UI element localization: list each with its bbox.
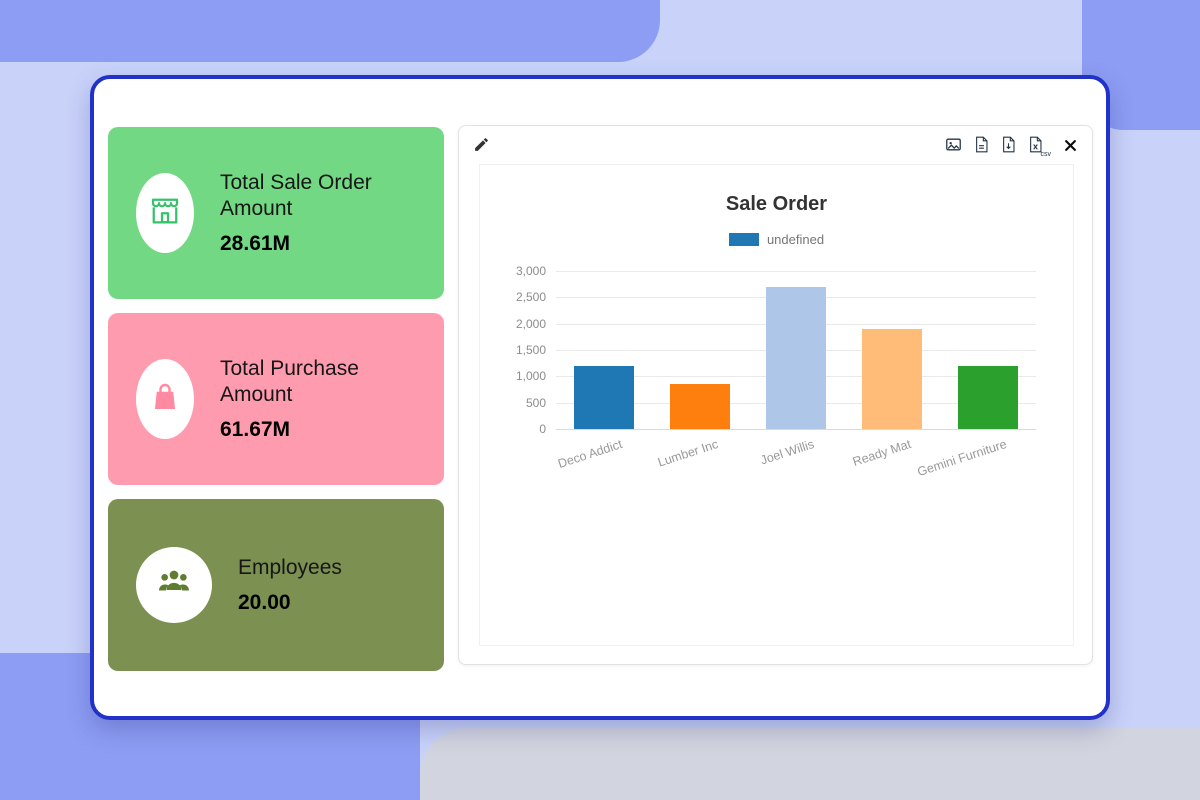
edit-widget-button[interactable] <box>473 136 490 156</box>
kpi-icon-bubble <box>136 547 212 623</box>
chart-legend[interactable]: undefined <box>480 232 1073 247</box>
export-image-button[interactable] <box>945 136 962 156</box>
chart-plot: 0 500 1,000 1,500 2,000 2,500 3,000 Deco Addict… <box>516 264 1036 479</box>
gridline <box>556 429 1036 430</box>
background-shape-top-left <box>0 0 660 62</box>
close-widget-button[interactable] <box>1063 138 1078 156</box>
export-pdf-button[interactable] <box>974 136 989 156</box>
gridline <box>556 271 1036 272</box>
bar-ready-mat[interactable] <box>862 328 922 429</box>
pdf-export-icon <box>974 136 989 156</box>
y-axis-tick: 3,000 <box>515 264 546 278</box>
store-icon <box>147 193 183 234</box>
image-export-icon <box>945 136 962 156</box>
kpi-card-total-sale-order[interactable]: Total Sale Order Amount 28.61M <box>108 127 444 299</box>
y-axis-tick: 2,000 <box>515 316 546 331</box>
x-axis-label: Joel Willis <box>759 437 817 468</box>
kpi-value: 20.00 <box>238 591 291 615</box>
close-icon <box>1063 138 1078 156</box>
kpi-card-employees[interactable]: Employees 20.00 <box>108 499 444 671</box>
bar-lumber-inc[interactable] <box>670 384 730 429</box>
chart-canvas: Sale Order undefined 0 500 1,000 1,500 2,000… <box>479 164 1074 646</box>
bar-deco-addict[interactable] <box>574 365 634 429</box>
y-axis-tick: 2,500 <box>515 290 546 305</box>
xls-export-icon <box>1028 136 1043 156</box>
export-doc-button[interactable] <box>1001 136 1016 156</box>
kpi-card-total-purchase[interactable]: Total Purchase Amount 61.67M <box>108 313 444 485</box>
x-axis-label: Deco Addict <box>556 437 625 471</box>
kpi-value: 28.61M <box>220 232 291 256</box>
background-shape-bottom-right <box>420 728 1200 800</box>
kpi-title: Total Purchase Amount <box>220 356 359 406</box>
x-axis-label: Ready Mat <box>850 437 913 469</box>
kpi-icon-bubble <box>136 359 194 439</box>
legend-swatch <box>728 233 759 246</box>
shopping-bag-icon <box>147 379 183 420</box>
kpi-icon-bubble <box>136 173 194 253</box>
x-axis-label: Lumber Inc <box>656 437 721 470</box>
legend-label: undefined <box>766 232 825 247</box>
users-icon <box>154 563 194 608</box>
doc-export-icon <box>1001 136 1016 156</box>
chart-widget: csv Sale Order undefined <box>458 125 1093 665</box>
csv-label: csv <box>1040 151 1052 158</box>
bar-gemini-furniture[interactable] <box>958 365 1018 429</box>
y-axis-tick: 1,500 <box>515 343 546 357</box>
kpi-title: Employees <box>238 555 342 579</box>
bar-joel-willis[interactable] <box>766 286 826 429</box>
chart-widget-toolbar: csv <box>459 126 1092 160</box>
kpi-value: 61.67M <box>220 418 291 442</box>
y-axis-tick: 0 <box>539 422 546 436</box>
kpi-card-list: Total Sale Order Amount 28.61M Total Pur… <box>108 127 444 671</box>
kpi-title: Total Sale Order Amount <box>220 170 372 220</box>
export-xls-button[interactable]: csv <box>1028 136 1052 158</box>
x-axis-label: Gemini Furniture <box>915 437 1009 480</box>
y-axis-tick: 1,000 <box>515 369 546 384</box>
y-axis-tick: 500 <box>525 395 546 410</box>
chart-title: Sale Order <box>725 193 828 215</box>
pencil-icon <box>473 136 490 156</box>
dashboard-window: Total Sale Order Amount 28.61M Total Pur… <box>90 75 1110 720</box>
